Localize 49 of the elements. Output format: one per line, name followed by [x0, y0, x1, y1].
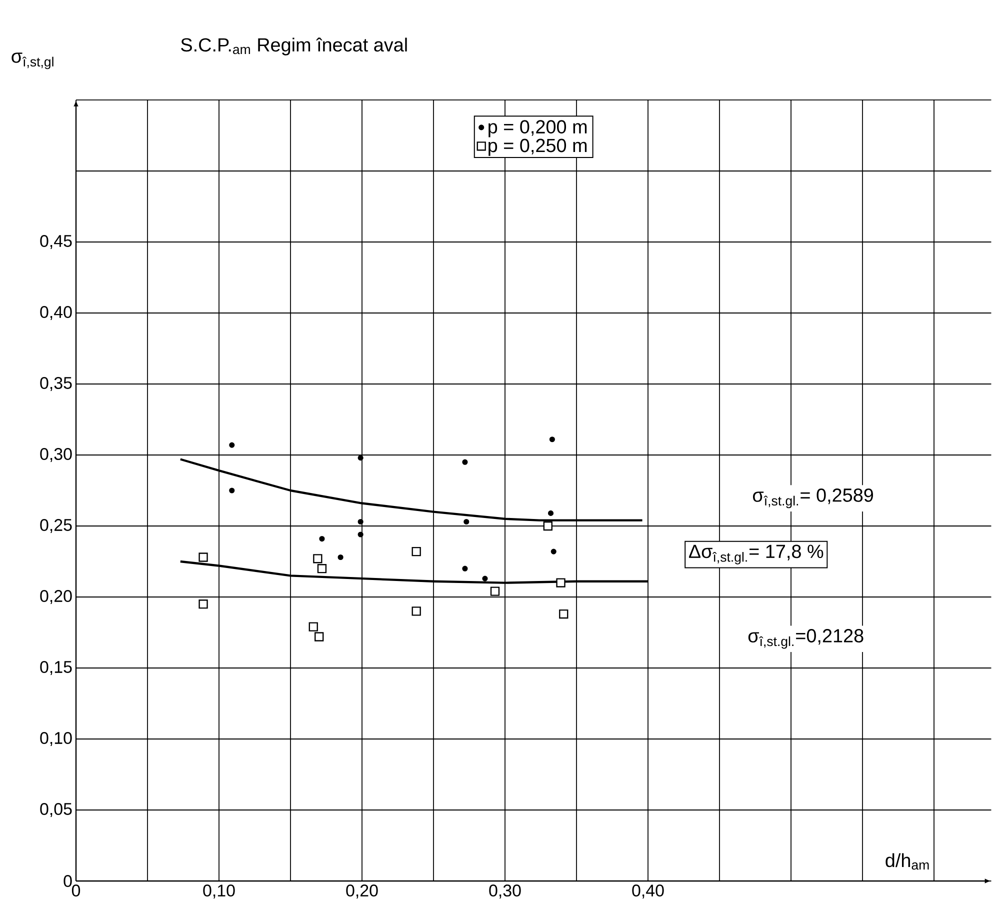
- y-tick-label: 0,30: [40, 448, 72, 462]
- annotation: σ$_{î,st.gl.}$= 0,2589: [752, 488, 874, 508]
- x-axis-title: d/h$_{am}$: [886, 853, 929, 870]
- point: [462, 566, 468, 572]
- point: [412, 606, 421, 616]
- point: [358, 455, 364, 461]
- point: [229, 442, 235, 448]
- point: [338, 554, 344, 560]
- annotation: Δσ$_{î,st.gl.}$= 17,8 %: [688, 544, 824, 564]
- legend-label: p = 0,200 m: [488, 120, 587, 138]
- point: [313, 554, 322, 564]
- point: [317, 564, 327, 574]
- point: [198, 552, 208, 562]
- y-tick-label: 0,25: [40, 518, 72, 533]
- chart-title: S.C.P.$_{am}$ Regim înecat aval: [181, 38, 407, 56]
- y-tick-label: 0,45: [40, 234, 72, 249]
- point: [198, 600, 208, 609]
- y-tick-label: 0,10: [40, 732, 72, 746]
- y-axis-title: σ$_{î,st,gl}$: [12, 52, 54, 70]
- y-tick-label: 0: [64, 875, 72, 887]
- y-tick-label: 0,05: [40, 803, 72, 817]
- x-tick-label: 0,10: [203, 884, 235, 899]
- legend-label: p = 0,250 m: [488, 138, 587, 156]
- point: [412, 546, 421, 556]
- point: [482, 576, 488, 582]
- point: [548, 510, 554, 516]
- point: [314, 632, 324, 642]
- point: [464, 518, 470, 525]
- point: [550, 548, 556, 554]
- point: [462, 459, 468, 465]
- point: [559, 609, 568, 619]
- point: [308, 622, 318, 632]
- y-tick-label: 0,35: [40, 376, 72, 391]
- y-tick-label: 0,40: [40, 306, 72, 320]
- point: [490, 586, 500, 596]
- y-tick-label: 0,15: [40, 661, 72, 675]
- point: [358, 518, 364, 525]
- y-tick-label: 0,20: [40, 590, 72, 604]
- point: [358, 532, 364, 538]
- x-tick-label: 0,40: [632, 884, 664, 899]
- x-tick-label: 0,20: [346, 884, 378, 899]
- point: [229, 488, 235, 494]
- x-tick-label: 0: [72, 884, 80, 897]
- point: [543, 521, 552, 531]
- point: [549, 436, 555, 442]
- point: [556, 578, 566, 588]
- annotation: σ$_{î,st.gl.}$=0,2128: [748, 629, 864, 649]
- point: [319, 536, 325, 542]
- x-tick-label: 0,30: [489, 884, 521, 899]
